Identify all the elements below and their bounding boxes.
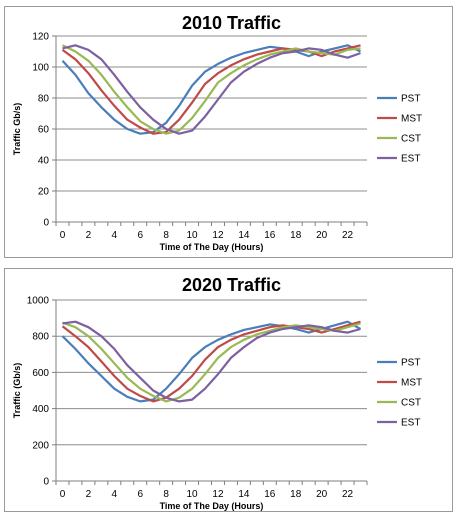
legend-label-cst: CST (401, 134, 421, 145)
x-tick-label: 18 (290, 230, 302, 241)
x-tick-label: 0 (60, 489, 66, 500)
legend-label-est: EST (401, 154, 420, 165)
x-tick-label: 16 (264, 489, 276, 500)
chart-2020-canvas: 2020 Traffic 0 200 400 600 800 1000 0 2 4 6 8 10 12 14… (12, 275, 422, 511)
x-tick-label: 4 (112, 230, 118, 241)
y-tick-label: 120 (32, 32, 49, 43)
x-tick-label: 10 (187, 489, 199, 500)
series-line-pst (61, 320, 362, 403)
y-axis-label: Traffic (Gb/s) (12, 363, 22, 419)
y-tick-label: 40 (38, 156, 50, 167)
x-tick-label: 10 (187, 230, 199, 241)
y-tick-label: 600 (32, 368, 49, 379)
y-tick-label: 0 (43, 477, 49, 488)
series-line-est (62, 44, 361, 135)
y-tick-label: 100 (32, 63, 49, 74)
chart-2010-traffic: 2010 Traffic 0 20 40 60 80 100 120 0 2 4 6 8 10 12 14 16… (4, 6, 453, 258)
x-tick-label: 20 (316, 489, 328, 500)
legend-label-mst: MST (401, 378, 422, 389)
x-tick-label: 6 (137, 230, 143, 241)
series-line-mst (61, 320, 361, 403)
x-tick-label: 20 (316, 230, 328, 241)
x-tick-label: 12 (212, 489, 224, 500)
x-axis-label: Time of The Day (Hours) (160, 501, 264, 511)
x-tick-label: 8 (163, 489, 169, 500)
y-axis-label: Traffic Gb/s) (12, 103, 22, 156)
chart-title: 2020 Traffic (182, 275, 281, 295)
y-tick-label: 0 (43, 218, 49, 229)
legend-label-mst: MST (401, 114, 422, 125)
x-tick-label: 16 (264, 230, 276, 241)
y-tick-label: 400 (32, 404, 49, 415)
x-tick-label: 18 (290, 489, 302, 500)
x-tick-label: 8 (163, 230, 169, 241)
y-tick-label: 200 (32, 440, 49, 451)
y-tick-label: 800 (32, 332, 49, 343)
x-tick-label: 12 (212, 230, 224, 241)
x-tick-label: 4 (112, 489, 118, 500)
y-tick-label: 80 (38, 94, 50, 105)
legend-label-pst: PST (401, 94, 420, 105)
x-tick-label: 14 (238, 230, 250, 241)
series-line-cst (62, 44, 361, 135)
x-tick-label: 22 (342, 230, 354, 241)
chart-2020-traffic: 2020 Traffic 0 200 400 600 800 1000 0 2 4 6 8 10 12 14… (4, 268, 453, 512)
y-tick-label: 1000 (27, 296, 50, 307)
series-line-cst (62, 321, 361, 403)
x-tick-label: 22 (342, 489, 354, 500)
series-line-mst (61, 44, 361, 135)
series-line-est (62, 320, 361, 403)
x-tick-label: 0 (60, 230, 66, 241)
y-tick-label: 60 (38, 125, 50, 136)
x-tick-label: 6 (137, 489, 143, 500)
chart-title: 2010 Traffic (182, 13, 281, 33)
x-tick-label: 2 (86, 230, 92, 241)
x-tick-label: 14 (238, 489, 250, 500)
legend-label-est: EST (401, 418, 420, 429)
series-line-pst (61, 44, 361, 135)
x-tick-label: 2 (86, 489, 92, 500)
y-tick-label: 20 (38, 187, 50, 198)
legend-label-cst: CST (401, 398, 421, 409)
chart-2010-canvas: 2010 Traffic 0 20 40 60 80 100 120 0 2 4 6 8 10 12 14 16… (12, 13, 422, 252)
legend-label-pst: PST (401, 358, 420, 369)
x-axis-label: Time of The Day (Hours) (160, 242, 264, 252)
